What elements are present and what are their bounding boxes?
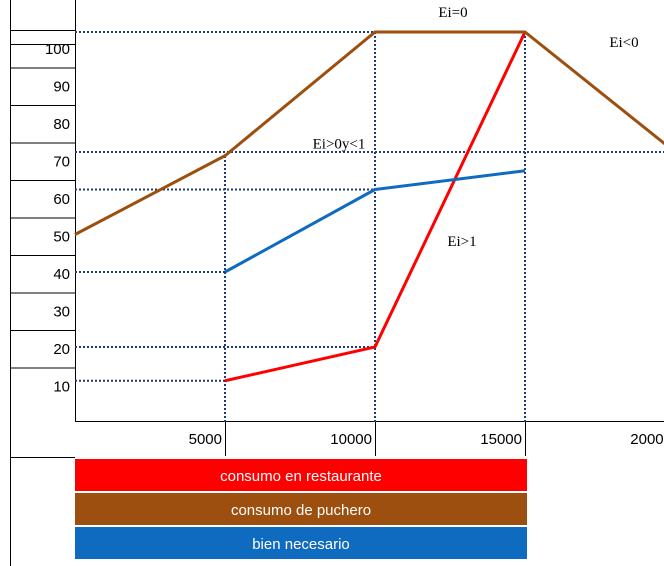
legend-label: consumo de puchero bbox=[231, 502, 371, 519]
x-tick-label: 15000 bbox=[480, 431, 522, 448]
y-tick-label: 20 bbox=[53, 341, 70, 358]
x-tick-label: 5000 bbox=[189, 431, 222, 448]
y-tick-label: 90 bbox=[53, 79, 70, 96]
annotation-label: Ei<0 bbox=[609, 35, 638, 51]
y-tick-label: 80 bbox=[53, 116, 70, 133]
y-tick-label: 70 bbox=[53, 154, 70, 171]
legend: consumo en restaurante consumo de puchero… bbox=[75, 459, 527, 559]
y-tick-label: 40 bbox=[53, 266, 70, 283]
chart-frame bbox=[10, 0, 664, 566]
y-tick-label: 50 bbox=[53, 229, 70, 246]
y-tick-label: 30 bbox=[53, 304, 70, 321]
annotations: Ei=0 Ei<0 Ei>0y<1 Ei>1 bbox=[313, 5, 639, 250]
x-tick-label: 20000 bbox=[630, 431, 664, 448]
series-line-bien-necesario bbox=[224, 169, 526, 274]
y-tick-label: 60 bbox=[53, 191, 70, 208]
series-lines bbox=[74, 30, 664, 383]
annotation-label: Ei>1 bbox=[447, 234, 476, 250]
reference-lines bbox=[75, 31, 664, 422]
y-tick-label: 10 bbox=[53, 379, 70, 396]
y-tick-cells: 100 90 80 70 60 50 40 30 20 10 bbox=[10, 30, 75, 396]
series-line-consumo-en-restaurante bbox=[224, 31, 527, 383]
x-tick-marks: 5000 10000 15000 20000 bbox=[189, 422, 664, 456]
annotation-label: Ei>0y<1 bbox=[313, 136, 366, 152]
legend-label: consumo en restaurante bbox=[220, 468, 382, 485]
annotation-label: Ei=0 bbox=[438, 5, 467, 21]
legend-swatch bbox=[75, 459, 527, 491]
y-tick-label: 100 bbox=[45, 41, 70, 58]
legend-label: bien necesario bbox=[252, 536, 350, 553]
x-tick-label: 10000 bbox=[330, 431, 372, 448]
legend-swatch bbox=[75, 493, 527, 525]
legend-swatch bbox=[75, 527, 527, 559]
series-line-consumo-de-puchero bbox=[74, 30, 664, 236]
